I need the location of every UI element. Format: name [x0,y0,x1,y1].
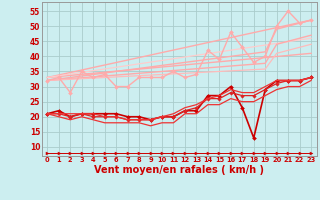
X-axis label: Vent moyen/en rafales ( km/h ): Vent moyen/en rafales ( km/h ) [94,165,264,175]
